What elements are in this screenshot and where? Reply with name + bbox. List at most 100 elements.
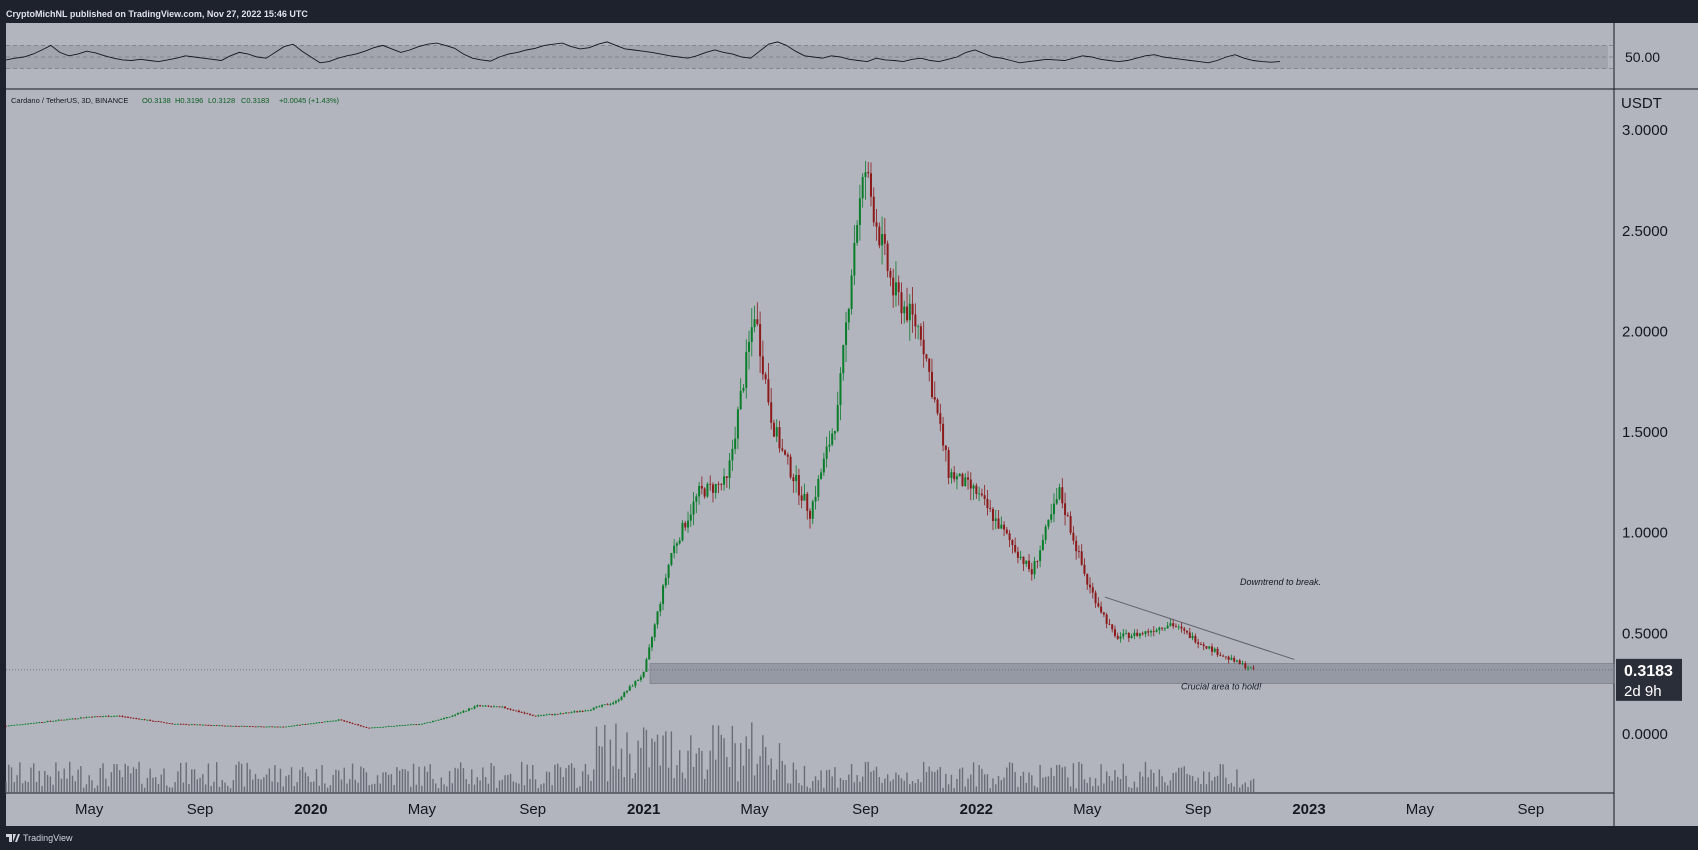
volume-bar <box>63 768 65 793</box>
candle-body <box>1138 633 1141 636</box>
volume-bar <box>1039 764 1041 793</box>
candle-body <box>74 718 77 720</box>
candle-body <box>667 564 670 578</box>
candle-body <box>764 374 767 380</box>
volume-bar <box>667 767 670 793</box>
candle-body <box>1116 635 1119 639</box>
candle-body <box>822 458 825 473</box>
volume-bar <box>132 767 135 793</box>
candle-body <box>226 725 229 727</box>
candle-body <box>501 706 504 708</box>
candle-body <box>767 379 770 403</box>
candle-body <box>709 483 712 485</box>
candle-body <box>365 727 368 728</box>
candle-body <box>124 716 127 718</box>
candle-body <box>1247 667 1250 669</box>
candle-body <box>1158 627 1161 630</box>
volume-bar <box>193 769 196 793</box>
volume-bar <box>837 787 839 793</box>
volume-bar <box>518 783 520 793</box>
candle-body <box>626 690 629 693</box>
volume-bar <box>751 722 753 793</box>
candle-body <box>357 724 360 726</box>
volume-bar <box>496 787 498 793</box>
volume-bar <box>13 781 16 793</box>
volume-bar <box>972 762 975 793</box>
volume-bar <box>648 767 650 793</box>
volume-bar <box>1133 781 1136 793</box>
volume-bar <box>396 767 398 793</box>
volume-bar <box>781 760 783 793</box>
volume-bar <box>1189 775 1191 793</box>
candle-body <box>797 475 800 496</box>
candle-body <box>1219 655 1222 656</box>
volume-bar <box>10 767 13 793</box>
candle-body <box>38 722 41 723</box>
candle-body <box>720 484 723 486</box>
volume-bar <box>243 786 246 793</box>
volume-bar <box>1169 780 1172 793</box>
candle-body <box>570 712 573 713</box>
volume-bar <box>839 777 842 793</box>
candle-body <box>1216 648 1219 656</box>
candle-body <box>260 726 263 728</box>
volume-bar <box>146 777 149 793</box>
volume-bar <box>995 784 997 793</box>
candle-body <box>922 339 925 355</box>
candle-body <box>368 727 371 729</box>
volume-bar <box>1089 777 1091 793</box>
candle-body <box>484 705 487 707</box>
candle-body <box>176 723 179 725</box>
candle-body <box>246 726 249 727</box>
candle-body <box>1041 539 1044 551</box>
volume-bar <box>601 746 603 793</box>
volume-bar <box>1006 767 1008 793</box>
volume-bar <box>110 772 113 793</box>
volume-bar <box>1225 777 1227 793</box>
volume-bar <box>1250 780 1252 793</box>
volume-bar <box>1033 785 1036 793</box>
candle-body <box>271 726 274 728</box>
candle-body <box>548 714 551 716</box>
volume-bar <box>1064 766 1066 793</box>
candle-body <box>892 277 895 296</box>
candle-body <box>354 723 357 725</box>
volume-bar <box>143 787 146 793</box>
candle-body <box>792 477 795 482</box>
volume-bar <box>379 783 381 793</box>
candle-body <box>454 714 457 716</box>
candle-body <box>1022 556 1025 564</box>
candle-body <box>1252 667 1255 669</box>
volume-bar <box>520 761 523 793</box>
volume-bar <box>609 739 612 793</box>
volume-bar <box>107 786 110 793</box>
volume-bar <box>451 783 454 793</box>
candle-body <box>196 724 199 726</box>
candle-body <box>326 721 329 723</box>
candle-body <box>1008 533 1011 541</box>
candle-body <box>359 725 362 727</box>
candle-body <box>742 387 745 391</box>
volume-bar <box>800 785 803 793</box>
volume-bar <box>656 734 659 793</box>
volume-bar <box>1219 763 1222 793</box>
volume-bar <box>642 727 645 793</box>
candle-body <box>470 708 473 710</box>
candle-body <box>207 724 210 726</box>
volume-bar <box>1161 776 1163 793</box>
volume-bar <box>1072 763 1075 793</box>
candle-body <box>465 710 468 712</box>
volume-bar <box>376 775 379 793</box>
volume-bar <box>304 772 307 793</box>
candle-body <box>1125 633 1128 634</box>
volume-bar <box>787 783 789 793</box>
candle-body <box>994 518 997 521</box>
volume-bar <box>16 775 18 793</box>
volume-bar <box>473 784 476 793</box>
volume-bar <box>1086 782 1088 793</box>
candle-body <box>1097 603 1100 607</box>
candle-body <box>210 725 213 727</box>
volume-bar <box>1031 775 1033 793</box>
candle-body <box>473 706 476 709</box>
candle-body <box>65 719 68 721</box>
